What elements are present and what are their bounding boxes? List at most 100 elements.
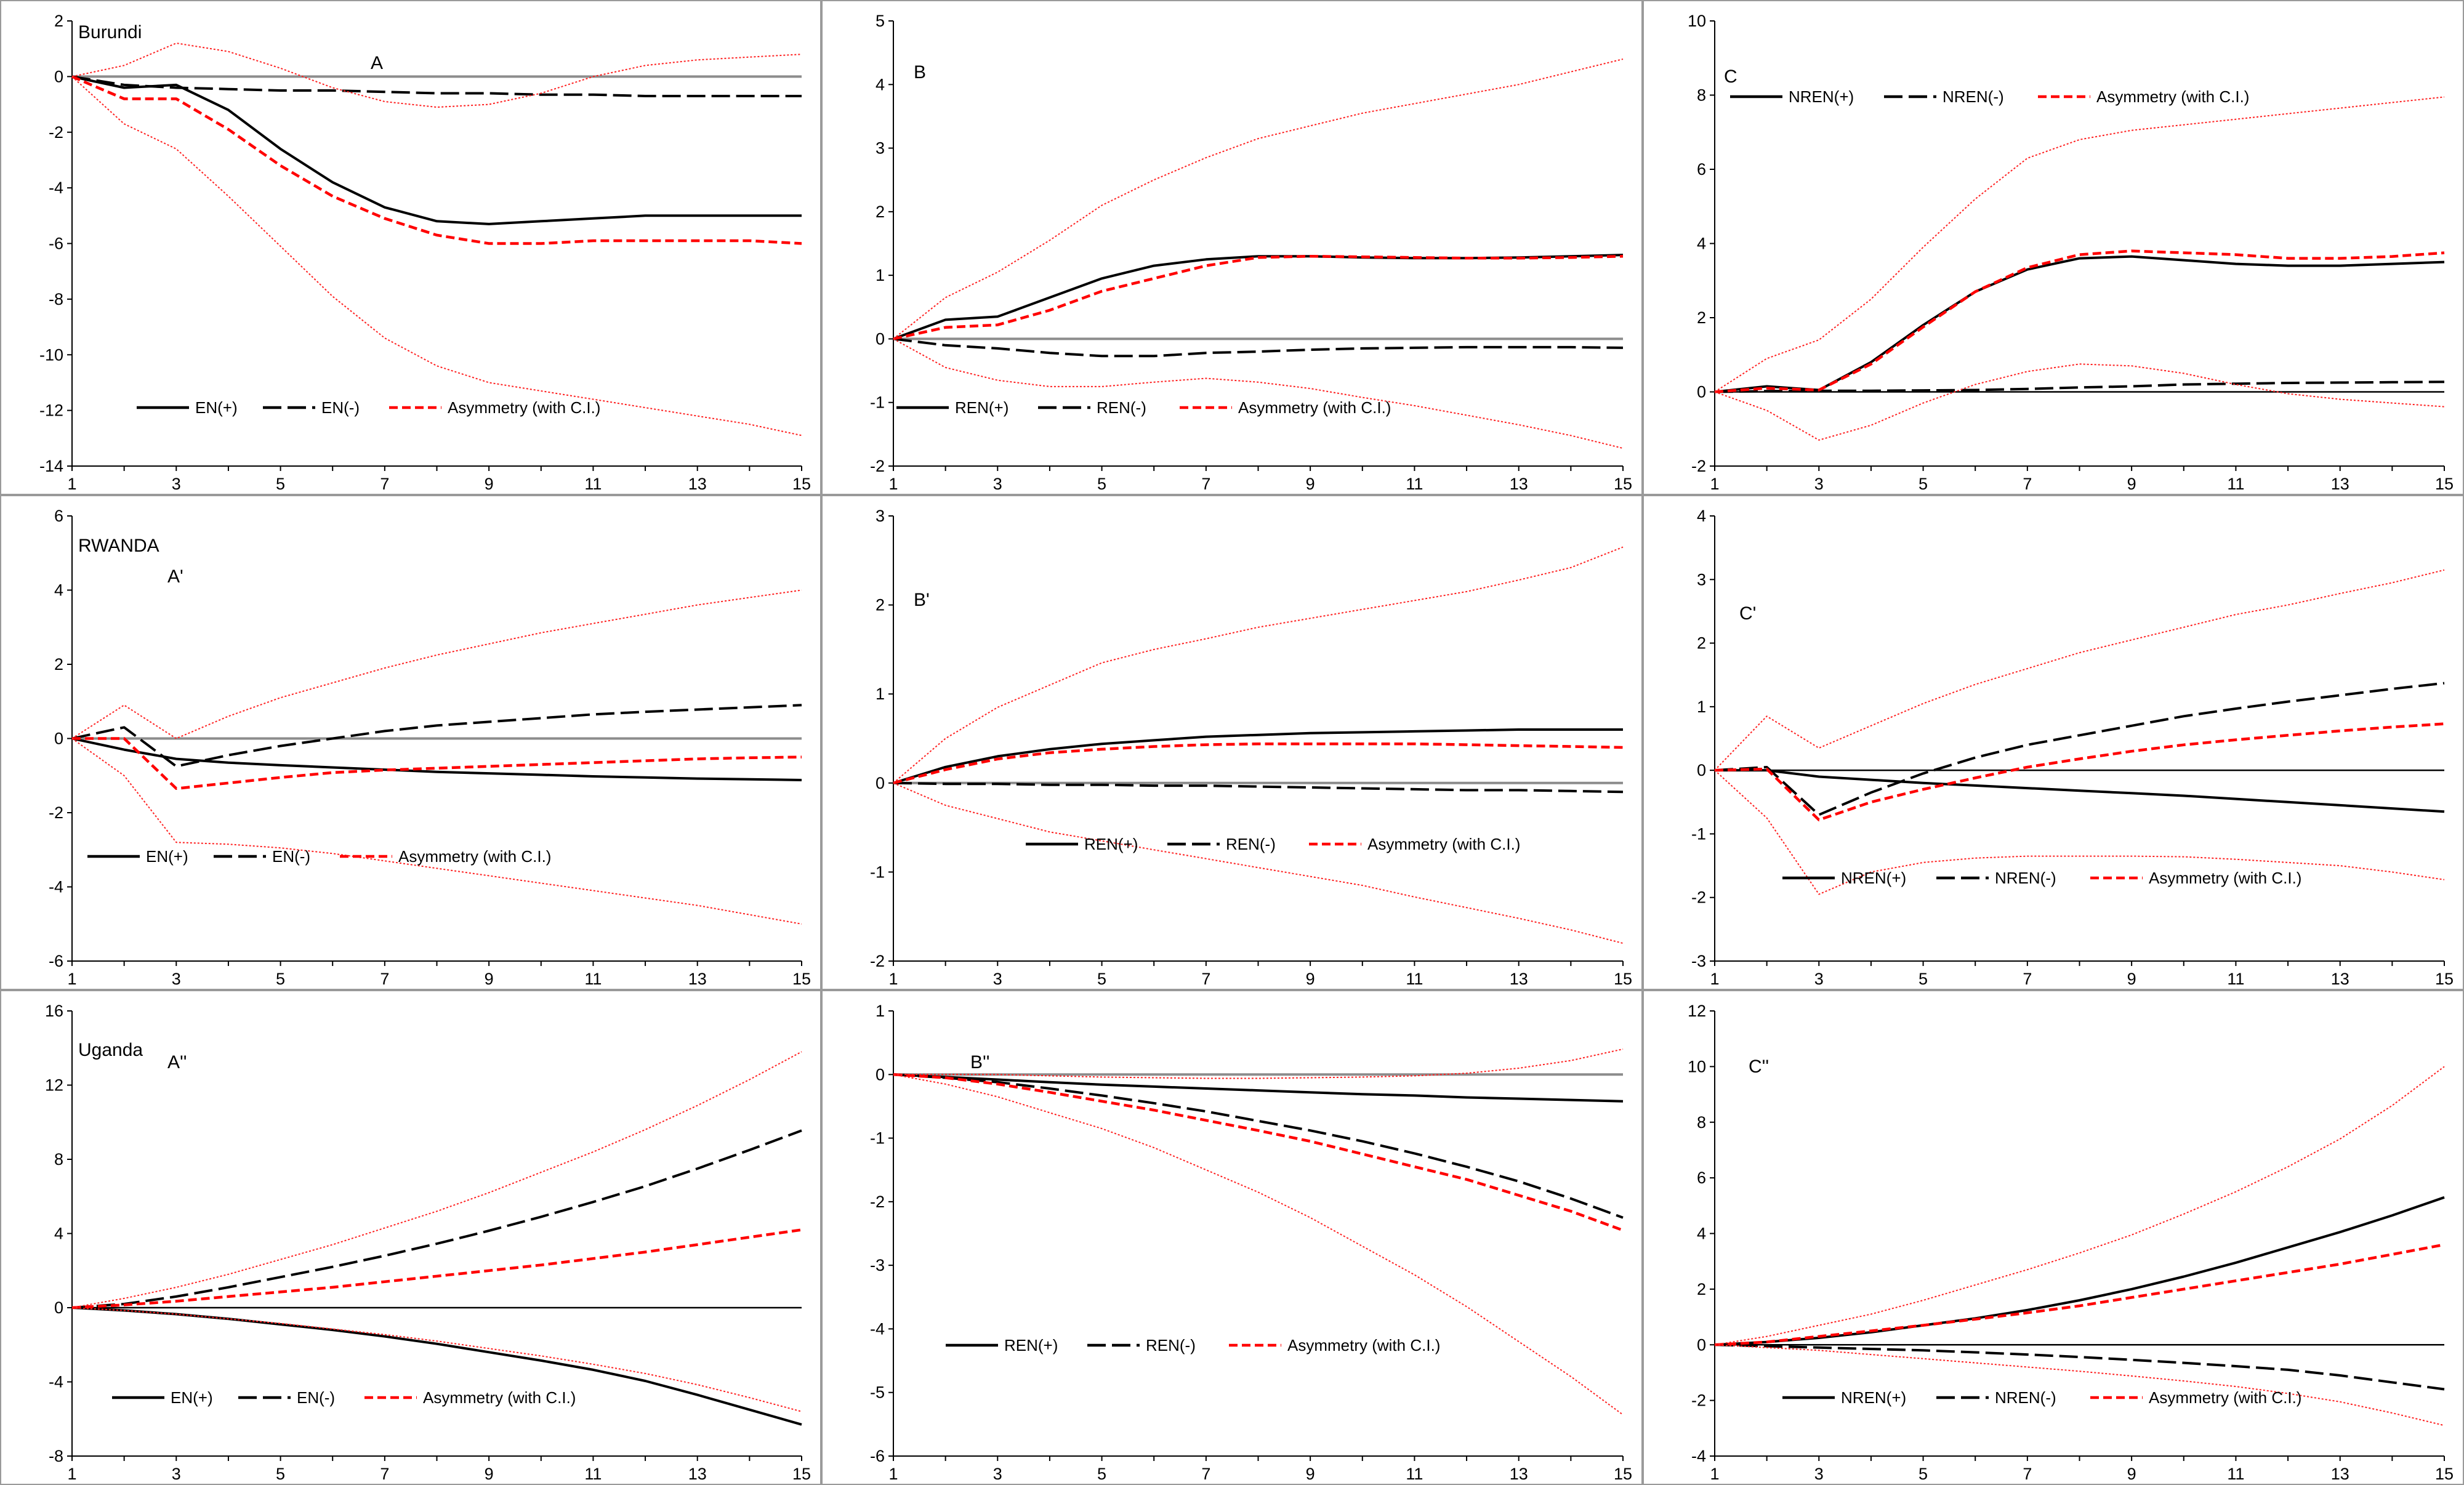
series-line-ci (71, 589, 802, 739)
x-tick-label: 13 (2331, 1465, 2349, 1483)
y-tick-label: -1 (870, 863, 885, 881)
x-tick-label: 15 (792, 475, 811, 493)
series-line-ci (893, 782, 1624, 944)
y-tick-label: -3 (1691, 952, 1706, 970)
series-line-ci (1714, 1066, 2445, 1346)
series-line-asym (893, 1073, 1624, 1232)
y-tick-label: 3 (1697, 570, 1706, 589)
x-tick-label: 9 (1306, 970, 1315, 988)
panel-4: -2 -1 0 1 2 3 1 3 5 7 9 11 13 15 B' REN(+) REN(-) Asymmet… (821, 495, 1643, 990)
series-line-ci (71, 42, 802, 108)
panel-1: -2 -1 0 1 2 3 4 5 1 3 5 7 9 11 13 15 B REN(+) REN(-) Asymme… (821, 0, 1643, 495)
y-tick-label: 0 (54, 67, 63, 86)
legend-label-asym: Asymmetry (with C.I.) (398, 847, 551, 866)
legend-label-pos: EN(+) (195, 398, 238, 417)
x-tick-label: 11 (2227, 1465, 2244, 1483)
legend-label-pos: REN(+) (1084, 835, 1138, 853)
y-tick-label: -8 (49, 1447, 63, 1465)
legend-label-neg: REN(-) (1097, 398, 1146, 417)
x-tick-label: 1 (888, 1465, 898, 1483)
series-line-neg (71, 1129, 802, 1309)
x-tick-label: 13 (688, 970, 707, 988)
x-tick-label: 13 (2331, 970, 2349, 988)
x-tick-label: 9 (485, 970, 494, 988)
y-tick-label: 2 (1697, 1280, 1706, 1298)
x-tick-label: 5 (1097, 1465, 1106, 1483)
series-line-pos (71, 1306, 802, 1426)
legend-label-pos: NREN(+) (1789, 87, 1854, 106)
x-tick-label: 1 (888, 475, 898, 493)
y-tick-label: 0 (1697, 383, 1706, 401)
x-tick-label: 3 (1814, 1465, 1824, 1483)
y-tick-label: -10 (39, 345, 63, 364)
panel-label: A'' (167, 1052, 187, 1072)
x-tick-label: 9 (1306, 475, 1315, 493)
series-line-asym (72, 737, 802, 791)
x-tick-label: 5 (276, 970, 285, 988)
legend-label-neg: EN(-) (272, 847, 310, 866)
country-label: RWANDA (78, 536, 159, 556)
series-line-ci (1714, 569, 2445, 771)
series-line-asym (1714, 1243, 2445, 1346)
x-tick-label: 5 (276, 1465, 285, 1483)
panel-label: C'' (1749, 1056, 1769, 1077)
x-tick-label: 11 (584, 475, 602, 493)
legend-label-pos: REN(+) (955, 398, 1009, 417)
panel-label: A' (167, 566, 183, 587)
legend-label-asym: Asymmetry (with C.I.) (1287, 1336, 1440, 1354)
y-tick-label: -1 (870, 1129, 885, 1148)
y-tick-label: 2 (1697, 308, 1706, 327)
x-tick-label: 3 (1814, 475, 1824, 493)
x-tick-label: 3 (1814, 970, 1824, 988)
x-tick-label: 13 (688, 475, 707, 493)
series-line-neg (893, 337, 1624, 358)
x-tick-label: 11 (584, 970, 602, 988)
y-tick-label: 12 (45, 1076, 63, 1095)
y-tick-label: 8 (54, 1150, 63, 1169)
x-tick-label: 9 (2127, 475, 2136, 493)
legend-label-neg: EN(-) (297, 1388, 335, 1407)
y-tick-label: -6 (49, 235, 63, 253)
x-tick-label: 15 (792, 970, 811, 988)
y-tick-label: 4 (1697, 235, 1706, 253)
y-tick-label: 0 (876, 329, 885, 348)
y-tick-label: -14 (39, 457, 63, 475)
legend-label-asym: Asymmetry (with C.I.) (423, 1388, 576, 1407)
series-line-pos (893, 254, 1624, 340)
panel-label: C' (1739, 603, 1756, 624)
series-line-ci (71, 76, 802, 437)
x-tick-label: 15 (2435, 970, 2454, 988)
series-line-pos (893, 728, 1623, 784)
legend-label-neg: NREN(-) (1943, 87, 2004, 106)
x-tick-label: 7 (380, 1465, 389, 1483)
panel-label: B (914, 62, 926, 82)
x-tick-label: 11 (584, 1465, 602, 1483)
series-line-ci (1714, 363, 2445, 441)
x-tick-label: 11 (2227, 475, 2244, 493)
y-tick-label: 12 (1688, 1002, 1706, 1020)
x-tick-label: 7 (2023, 475, 2032, 493)
panel-5: -3 -2 -1 0 1 2 3 4 1 3 5 7 9 11 13 15 C' NREN(+) NREN(-) As… (1643, 495, 2464, 990)
legend-label-pos: NREN(+) (1841, 1388, 1906, 1407)
y-tick-label: 2 (54, 12, 63, 30)
x-tick-label: 1 (67, 475, 76, 493)
x-tick-label: 9 (485, 475, 494, 493)
panel-8: -4 -2 0 2 4 6 8 10 12 1 3 5 7 9 11 13 15 C'' NREN(+) NREN(-… (1643, 990, 2464, 1485)
y-tick-label: -5 (870, 1383, 885, 1402)
series-line-ci (893, 58, 1624, 340)
series-line-ci (893, 1074, 1624, 1415)
series-line-asym (71, 75, 802, 245)
x-tick-label: 3 (172, 1465, 181, 1483)
series-line-ci (71, 738, 802, 925)
x-tick-label: 9 (2127, 1465, 2136, 1483)
series-line-asym (893, 254, 1624, 340)
series-line-asym (893, 742, 1624, 784)
series-line-neg (893, 1073, 1624, 1219)
x-tick-label: 7 (1201, 475, 1210, 493)
country-label: Uganda (78, 1040, 143, 1060)
x-tick-label: 1 (67, 970, 76, 988)
panel-0: -14 -12 -10 -8 -6 -4 -2 0 2 1 3 5 7 9 11 13 15 Burundi A EN… (0, 0, 821, 495)
series-line-ci (893, 338, 1624, 449)
